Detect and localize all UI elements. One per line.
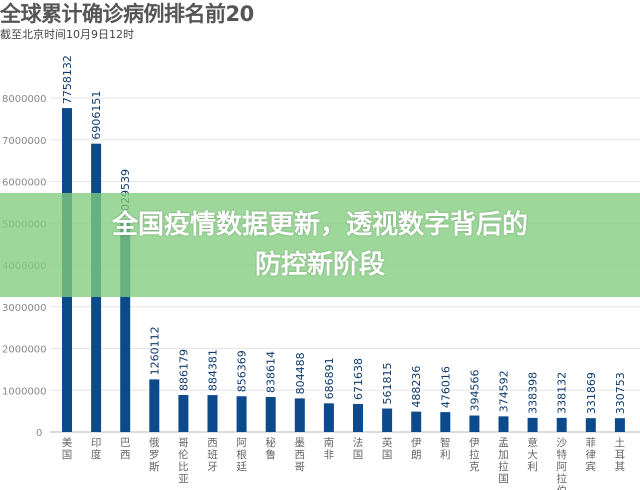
x-tick-label: 孟加拉国 (498, 437, 509, 485)
bar (207, 395, 218, 432)
x-tick-label: 沙特阿拉伯 (556, 437, 567, 490)
x-tick-label: 伊朗 (411, 437, 422, 461)
data-label: 804488 (294, 352, 307, 394)
x-tick-label: 秘鲁 (265, 436, 276, 461)
x-tick-label: 印度 (91, 437, 102, 461)
chart-subtitle: 截至北京时间10月9日12时 (0, 28, 134, 41)
x-tick-label: 意大利 (527, 436, 538, 473)
headline-line-2: 防控新阶段 (254, 250, 385, 280)
x-tick-label: 伊拉克 (469, 437, 480, 473)
data-label: 374592 (498, 370, 511, 412)
bar (382, 408, 393, 432)
data-label: 856369 (236, 350, 249, 392)
x-tick-label: 俄罗斯 (149, 437, 160, 473)
headline-line-1: 全国疫情数据更新，透视数字背后的 (111, 210, 528, 240)
headline-banner: 全国疫情数据更新，透视数字背后的 防控新阶段 (0, 193, 640, 297)
x-tick-label: 土耳其 (615, 436, 626, 473)
y-tick-label: 2000000 (2, 345, 47, 356)
y-tick-label: 8000000 (2, 94, 47, 105)
x-tick-label: 美国 (62, 436, 73, 461)
bar (498, 416, 509, 432)
bar (614, 418, 625, 432)
bar (236, 396, 247, 432)
bar (556, 417, 567, 432)
x-tick-label: 菲律宾 (586, 437, 597, 473)
data-label: 7758132 (61, 55, 74, 104)
bar (178, 395, 189, 432)
x-tick-label: 英国 (382, 436, 393, 461)
data-label: 884381 (207, 349, 220, 391)
bar (294, 398, 305, 432)
data-label: 338398 (527, 372, 540, 414)
x-tick-label: 阿根廷 (236, 437, 247, 473)
data-label: 394566 (468, 370, 481, 412)
data-label: 838614 (265, 351, 278, 393)
bar (323, 403, 334, 432)
data-label: 686891 (323, 357, 336, 399)
y-tick-label: 1000000 (2, 386, 47, 397)
y-tick-label: 0 (36, 428, 42, 439)
bar (149, 379, 160, 432)
data-label: 671638 (352, 358, 365, 400)
bar (353, 403, 363, 432)
x-tick-label: 墨西哥 (295, 437, 306, 473)
x-tick-label: 南非 (324, 436, 335, 461)
x-tick-label: 西班牙 (207, 437, 218, 473)
data-label: 476016 (439, 366, 452, 408)
x-tick-label: 法国 (353, 436, 364, 461)
x-tick-label: 哥伦比亚 (178, 437, 189, 485)
bar (527, 417, 538, 432)
data-label: 488236 (410, 366, 423, 408)
data-label: 330753 (614, 372, 627, 414)
x-tick-label: 巴西 (120, 437, 131, 461)
bar (120, 222, 131, 432)
bar (469, 415, 480, 432)
bar (265, 396, 276, 432)
bar (585, 418, 596, 432)
y-tick-label: 7000000 (2, 136, 47, 147)
data-label: 338132 (556, 372, 569, 414)
chart-title: 全球累计确诊病例排名前20 (0, 2, 254, 26)
bar (440, 412, 451, 432)
y-tick-label: 6000000 (2, 178, 47, 189)
x-tick-label: 智利 (440, 436, 451, 461)
data-label: 886179 (177, 349, 190, 391)
data-label: 561815 (381, 363, 394, 405)
y-tick-label: 3000000 (2, 303, 47, 314)
data-label: 331869 (585, 372, 598, 414)
data-label: 6906151 (90, 91, 103, 140)
data-label: 1260112 (148, 326, 161, 375)
bar (411, 411, 422, 432)
